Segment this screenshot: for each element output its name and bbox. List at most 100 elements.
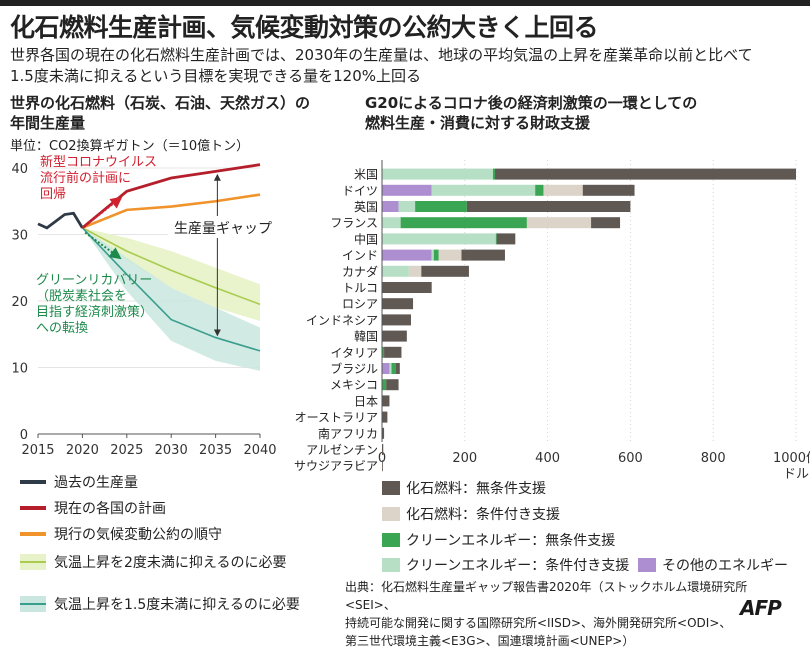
bar-segment [492, 168, 496, 180]
category-label: メキシコ [330, 378, 378, 392]
bar-segment [395, 363, 400, 374]
line-history [37, 211, 84, 230]
legend-label: 過去の生産量 [54, 475, 138, 491]
y-tick-label: 20 [11, 295, 28, 310]
category-label: 米国 [354, 168, 378, 182]
green-annotation-line: （脱炭素社会を [36, 288, 127, 304]
bar-segment [382, 379, 387, 391]
bar-segment [421, 265, 469, 277]
category-label: アルゼンチン [306, 443, 378, 457]
stimulus-bar-chart: 0 200 400 600 800 1000億ドル 米国ドイツ英国フランス中国インドカナダト… [294, 160, 810, 480]
right-chart-title: G20によるコロナ後の経済刺激策の一環としての 燃料生産・消費に対する財政支援 [365, 93, 697, 133]
bar-segment [400, 217, 527, 229]
legend-swatch [20, 554, 46, 570]
legend-label: 化石燃料：条件付き支援 [406, 507, 560, 523]
subtitle: 世界各国の現在の化石燃料生産計画では、2030年の生産量は、地球の平均気温の上昇… [10, 45, 800, 87]
bar-segment [495, 168, 796, 180]
category-label: トルコ [342, 281, 378, 295]
y-tick-label: 30 [11, 229, 28, 244]
legend-label: 化石燃料：無条件支援 [406, 481, 546, 497]
bar-segment [415, 201, 467, 212]
category-label: 韓国 [354, 330, 378, 344]
bar-segment [384, 346, 402, 358]
x-tick-label: 2030 [155, 443, 188, 458]
category-label: カナダ [342, 264, 378, 279]
bar-segment [382, 395, 390, 407]
category-label: ブラジル [330, 361, 378, 376]
x-unit-label: ドル [783, 467, 809, 480]
right-chart-title-line: 燃料生産・消費に対する財政支援 [365, 114, 591, 132]
covid-annotation-line: 新型コロナウイルス [40, 154, 157, 170]
left-chart-title-line: 世界の化石燃料（石炭、石油、天然ガス）の [10, 94, 311, 112]
bar-segment [382, 363, 390, 374]
bar-segment [382, 184, 432, 196]
legend-swatch [382, 533, 400, 547]
legend-item-history: 過去の生産量 [20, 472, 138, 492]
bar-segment [433, 249, 439, 261]
source-line: 持続可能な開発に関する国際研究所<IISD>、海外開発研究所<ODI>、 [345, 616, 732, 630]
bar-segment [382, 217, 401, 229]
legend-item-current-plan: 現在の各国の計画 [20, 498, 166, 518]
covid-annotation: 新型コロナウイルス流行前の計画に回帰 [40, 154, 157, 202]
bar-segment [382, 427, 385, 439]
left-chart-title-line: 年間生産量 [10, 114, 86, 132]
gap-label-bg [168, 216, 268, 238]
covid-arrow [81, 196, 123, 229]
legend-swatch [382, 507, 400, 521]
legend-label: 現在の各国の計画 [54, 501, 166, 517]
legend-label: 現行の気候変動公約の順守 [54, 527, 222, 543]
bar-segment [382, 168, 493, 180]
legend-label: 気温上昇を2度未満に抑えるのに必要 [54, 555, 287, 571]
legend-swatch [20, 532, 46, 536]
bar-segment [382, 346, 385, 358]
bar-segment [382, 330, 407, 342]
category-label: インド [342, 249, 378, 263]
category-label: オーストラリア [295, 411, 378, 425]
x-tick-label: 2015 [21, 443, 54, 458]
bar-segment [382, 249, 432, 261]
category-label: ドイツ [342, 184, 378, 198]
left-chart-unit: 単位：CO2換算ギガトン（＝10億トン） [10, 139, 250, 154]
legend-item-clean-unconditional: クリーンエネルギー：無条件支援 [382, 530, 615, 550]
left-chart-title: 世界の化石燃料（石炭、石油、天然ガス）の 年間生産量 [10, 93, 310, 133]
bar-segment [466, 201, 631, 212]
x-tick-label: 1000億 [773, 450, 810, 466]
bar-segment [382, 444, 384, 455]
x-tick-label: 2035 [199, 443, 232, 458]
gap-annotation: 生産量ギャップ [174, 221, 272, 237]
category-label: 日本 [354, 394, 378, 408]
bar-segment [461, 249, 505, 261]
legend-label: クリーンエネルギー：条件付き支援 [406, 558, 630, 574]
legend-swatch [20, 596, 46, 612]
bar-segment [382, 298, 414, 310]
legend-swatch [638, 558, 656, 572]
green-annotation-line: 目指す経済刺激策） [36, 304, 153, 320]
legend-swatch [20, 506, 46, 510]
bar-segment [382, 233, 496, 245]
category-label: 中国 [354, 231, 378, 246]
y-tick-label: 0 [20, 428, 28, 443]
bar-segment [496, 233, 516, 245]
bar-segment [391, 363, 396, 374]
x-tick-label: 2025 [110, 443, 143, 458]
bar-segment [495, 233, 497, 245]
afp-logo: AFP [740, 596, 782, 620]
legend-swatch [382, 481, 400, 495]
y-tick-label: 40 [11, 162, 28, 177]
legend-item-fossil-conditional: 化石燃料：条件付き支援 [382, 504, 560, 524]
category-label: フランス [330, 216, 378, 230]
x-tick-label: 800 [701, 451, 726, 466]
source-note: 出典：化石燃料生産量ギャップ報告書2020年（ストックホルム環境研究所<SEI>… [345, 578, 775, 650]
bar-segment [398, 201, 416, 212]
bar-segment [431, 184, 536, 196]
category-label: 南アフリカ [318, 426, 378, 441]
bar-segment [386, 379, 399, 391]
y-tick-label: 10 [11, 362, 28, 377]
x-tick-label: 200 [452, 451, 477, 466]
line-2deg [82, 227, 261, 306]
legend-label: その他のエネルギー [662, 558, 788, 574]
legend-item-clean-conditional: クリーンエネルギー：条件付き支援 [382, 555, 629, 575]
category-label: 英国 [354, 200, 378, 214]
bar-segment [389, 363, 392, 374]
